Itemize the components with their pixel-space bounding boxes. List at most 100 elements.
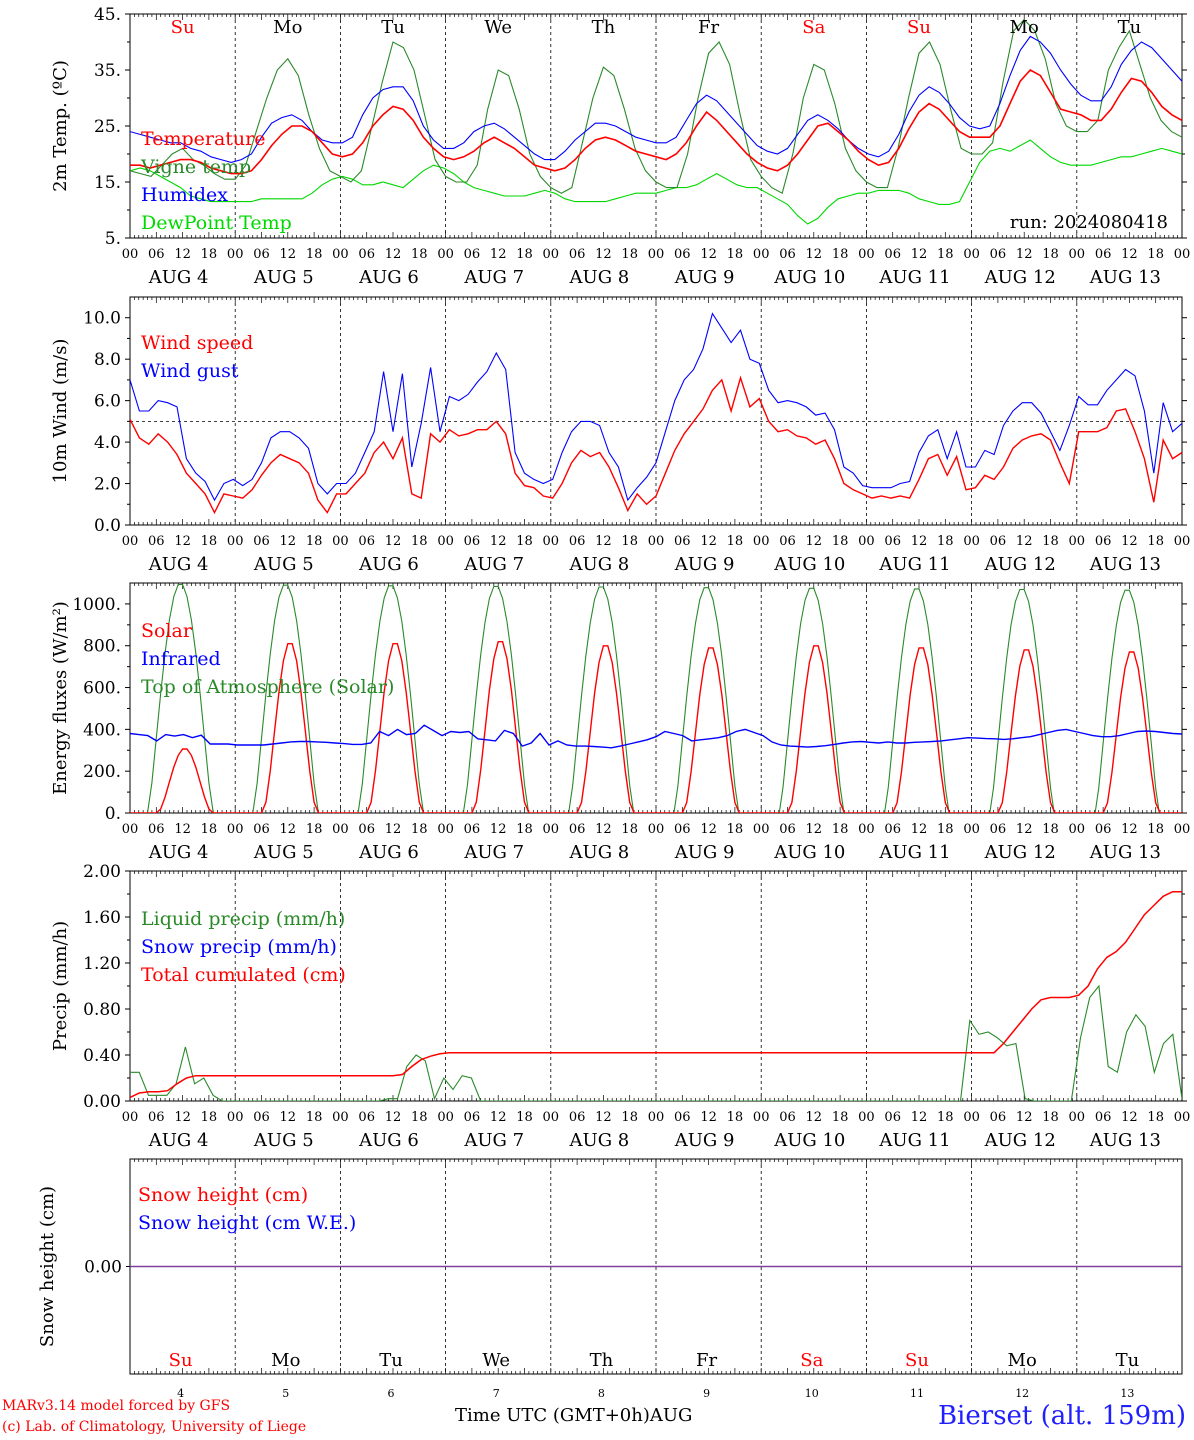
x-date-label: AUG 6 xyxy=(358,554,419,575)
legend-item: Total cumulated (cm) xyxy=(141,964,346,986)
x-hour-label: 06 xyxy=(674,534,691,549)
y-tick-label: 25. xyxy=(94,117,121,137)
date-number: 7 xyxy=(493,1387,500,1400)
x-hour-label: 12 xyxy=(911,822,928,837)
x-hour-label: 12 xyxy=(1121,534,1138,549)
x-hour-label: 12 xyxy=(490,1110,507,1125)
series-line-infrared xyxy=(130,724,1182,749)
series-line-vigne-temp xyxy=(130,18,1182,195)
x-hour-label: 18 xyxy=(306,822,323,837)
x-date-label: AUG 6 xyxy=(358,1130,419,1151)
x-hour-label: 12 xyxy=(911,1110,928,1125)
x-date-label: AUG 7 xyxy=(463,842,524,863)
date-number: 5 xyxy=(282,1387,289,1400)
x-hour-label: 12 xyxy=(1121,1110,1138,1125)
x-hour-label: 18 xyxy=(411,822,428,837)
x-hour-label: 18 xyxy=(832,247,849,262)
x-hour-label: 18 xyxy=(306,247,323,262)
x-date-label: AUG 4 xyxy=(148,554,209,575)
series-line-humidex xyxy=(130,35,1182,163)
x-hour-label: 18 xyxy=(411,247,428,262)
x-hour-label: 18 xyxy=(1147,247,1164,262)
y-tick-label: 1.60 xyxy=(83,908,121,928)
panel-frame-temp xyxy=(129,13,1183,239)
x-hour-label: 06 xyxy=(884,534,901,549)
series-line-liquid-precip xyxy=(130,984,1182,1101)
x-hour-label: 18 xyxy=(727,534,744,549)
x-date-label: AUG 5 xyxy=(253,1130,314,1151)
x-hour-label: 18 xyxy=(201,247,218,262)
y-tick-label: 6.0 xyxy=(94,392,121,412)
x-hour-label: 06 xyxy=(148,1110,165,1125)
x-hour-label: 00 xyxy=(437,822,454,837)
day-name: Mo xyxy=(271,1350,300,1371)
day-name: Fr xyxy=(696,1350,717,1371)
x-date-label: AUG 7 xyxy=(463,1130,524,1151)
x-hour-label: 18 xyxy=(411,534,428,549)
x-hour-label: 18 xyxy=(306,1110,323,1125)
x-hour-label: 18 xyxy=(937,822,954,837)
series-line-temperature xyxy=(130,68,1182,175)
x-hour-label: 06 xyxy=(358,247,375,262)
day-name: We xyxy=(484,17,512,38)
x-date-label: AUG 8 xyxy=(569,842,630,863)
x-hour-label: 06 xyxy=(358,1110,375,1125)
y-tick-label: 0.80 xyxy=(83,1000,121,1020)
x-hour-label: 00 xyxy=(543,247,560,262)
x-date-label: AUG 8 xyxy=(569,267,630,288)
x-hour-label: 00 xyxy=(1174,822,1191,837)
x-hour-label: 00 xyxy=(648,534,665,549)
hour-ticks-snow xyxy=(129,1159,1183,1374)
x-hour-label: 00 xyxy=(753,1110,770,1125)
x-hour-label: 00 xyxy=(227,247,244,262)
run-annotation: run: 2024080418 xyxy=(1010,212,1168,233)
day-name: Tu xyxy=(381,17,405,38)
x-hour-label: 18 xyxy=(516,247,533,262)
x-date-label: AUG 13 xyxy=(1089,842,1161,863)
day-name: Su xyxy=(907,17,931,38)
x-hour-label: 00 xyxy=(543,822,560,837)
x-hour-label: 00 xyxy=(963,534,980,549)
x-hour-label: 06 xyxy=(674,1110,691,1125)
x-hour-label: 06 xyxy=(779,1110,796,1125)
series-line-dewpoint-temp xyxy=(130,139,1182,225)
x-date-label: AUG 13 xyxy=(1089,267,1161,288)
x-hour-label: 12 xyxy=(595,822,612,837)
legend-item: Snow height (cm W.E.) xyxy=(138,1212,356,1234)
x-date-label: AUG 11 xyxy=(878,267,950,288)
legend-item: Snow precip (mm/h) xyxy=(141,936,337,958)
x-hour-label: 18 xyxy=(937,534,954,549)
y-tick-label: 400. xyxy=(83,720,121,740)
x-hour-label: 00 xyxy=(858,1110,875,1125)
y-tick-label: 2.00 xyxy=(83,862,121,882)
x-hour-label: 12 xyxy=(385,822,402,837)
x-hour-label: 00 xyxy=(1174,1110,1191,1125)
x-hour-label: 06 xyxy=(779,822,796,837)
y-tick-label: 5. xyxy=(105,229,121,249)
legend-item: Liquid precip (mm/h) xyxy=(141,908,345,930)
x-hour-label: 06 xyxy=(464,1110,481,1125)
y-tick-label: 2.0 xyxy=(94,475,121,495)
x-date-label: AUG 5 xyxy=(253,554,314,575)
x-hour-label: 12 xyxy=(174,1110,191,1125)
y-tick-label: 1.20 xyxy=(83,954,121,974)
x-hour-label: 12 xyxy=(806,534,823,549)
x-hour-label: 06 xyxy=(884,247,901,262)
day-name: Mo xyxy=(273,17,302,38)
x-hour-label: 00 xyxy=(1174,247,1191,262)
y-tick-label: 8.0 xyxy=(94,350,121,370)
y-tick-label: 35. xyxy=(94,61,121,81)
x-date-label: AUG 4 xyxy=(148,267,209,288)
y-tick-label: 800. xyxy=(83,637,121,657)
series-line-wind-speed xyxy=(130,375,1182,515)
y-axis-label-wind: 10m Wind (m/s) xyxy=(50,339,71,484)
x-hour-label: 00 xyxy=(1069,534,1086,549)
x-hour-label: 00 xyxy=(543,534,560,549)
x-hour-label: 18 xyxy=(832,534,849,549)
x-hour-label: 00 xyxy=(1069,822,1086,837)
date-number: 4 xyxy=(177,1387,184,1400)
x-hour-label: 06 xyxy=(1095,247,1112,262)
x-date-label: AUG 5 xyxy=(253,842,314,863)
x-hour-label: 18 xyxy=(516,822,533,837)
y-axis-label-energy: Energy fluxes (W/m²) xyxy=(50,601,71,795)
